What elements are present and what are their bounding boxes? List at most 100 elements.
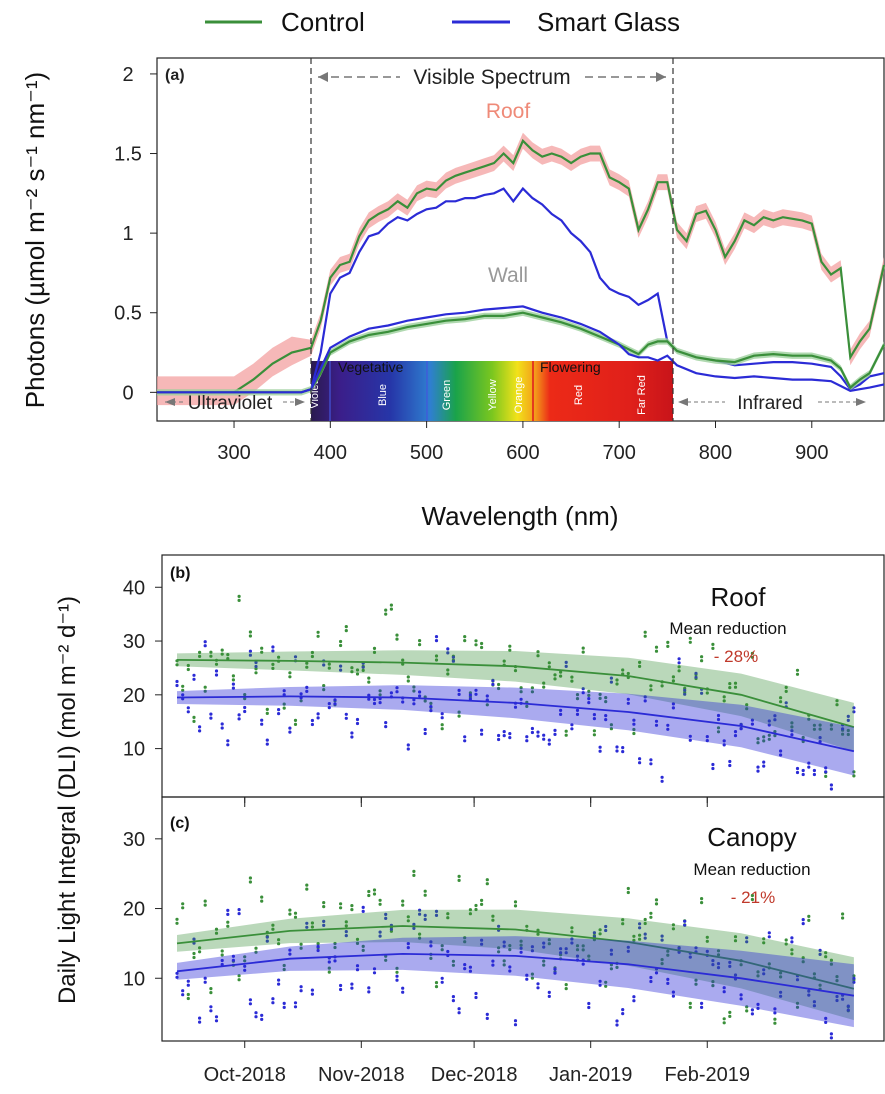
c-smart-point xyxy=(344,934,348,938)
b-smart-point xyxy=(231,682,235,686)
b-smart-point xyxy=(824,770,828,774)
b-smart-point xyxy=(829,787,834,791)
c-smart-point xyxy=(333,959,337,963)
b-control-point xyxy=(790,725,794,729)
panel-b-plot xyxy=(175,594,856,791)
c-smart-point xyxy=(412,926,416,931)
b-smart-point xyxy=(683,688,687,692)
c-smart-point xyxy=(621,1012,625,1016)
c-control-point xyxy=(305,887,309,891)
b-control-point xyxy=(203,685,207,689)
b-smart-point xyxy=(372,701,377,706)
c-smart-point xyxy=(745,936,749,940)
c-smart-point xyxy=(175,975,179,979)
c-control-point xyxy=(660,958,664,962)
b-control-point xyxy=(367,680,371,684)
c-control-point xyxy=(513,904,518,908)
c-control-point xyxy=(728,1010,732,1015)
c-smart-point xyxy=(339,987,343,992)
b-control-point xyxy=(192,715,196,720)
b-smart-point xyxy=(598,749,602,753)
c-smart-point xyxy=(175,971,179,975)
c-control-point xyxy=(547,942,551,946)
b-smart-point xyxy=(818,736,822,740)
b-control-point xyxy=(355,668,360,672)
b-control-point xyxy=(705,691,709,695)
flowering-label: Flowering xyxy=(540,359,601,375)
b-control-point xyxy=(254,671,258,675)
c-smart-point xyxy=(773,1007,777,1011)
b-control-point xyxy=(198,654,202,659)
c-smart-point xyxy=(705,949,709,954)
c-control-point xyxy=(829,962,834,966)
b-smart-point xyxy=(790,729,794,733)
c-control-point xyxy=(829,958,834,962)
b-smart-point xyxy=(773,718,777,722)
c-control-point xyxy=(762,941,766,945)
c-smart-point xyxy=(254,1015,258,1019)
c-control-point xyxy=(440,948,444,952)
c-control-point xyxy=(773,1017,777,1021)
b-control-point xyxy=(429,701,433,706)
b-smart-point xyxy=(643,699,647,703)
b-smart-point xyxy=(367,693,371,697)
c-control-point xyxy=(271,927,275,931)
c-smart-point xyxy=(502,940,506,944)
b-control-point xyxy=(226,653,230,657)
b-control-point xyxy=(361,668,365,673)
c-smart-point xyxy=(198,1016,202,1020)
c-control-point xyxy=(779,971,783,975)
c-control-point xyxy=(733,939,738,943)
c-control-point xyxy=(542,959,546,963)
c-smart-point xyxy=(530,949,535,953)
c-smart-point xyxy=(316,944,320,949)
b-control-point xyxy=(293,722,298,727)
b-smart-point xyxy=(705,735,709,739)
b-smart-point xyxy=(220,726,224,730)
b-control-point xyxy=(564,729,568,733)
b-smart-point xyxy=(277,712,281,716)
b-control-point xyxy=(654,649,659,653)
c-smart-point xyxy=(310,992,314,996)
b-smart-point xyxy=(418,690,422,694)
c-control-point xyxy=(457,874,461,879)
c-control-point xyxy=(485,878,489,882)
c-control-point xyxy=(175,921,179,925)
b-control-point xyxy=(423,699,427,703)
b-smart-point xyxy=(530,726,535,731)
c-control-point xyxy=(372,892,377,896)
c-control-point xyxy=(660,962,664,966)
c-control-point xyxy=(282,963,286,968)
c-smart-point xyxy=(683,919,687,923)
b-smart-point xyxy=(485,694,489,698)
c-smart-point xyxy=(451,999,455,1003)
b-smart-point xyxy=(226,743,230,747)
c-control-point xyxy=(418,936,422,940)
b-smart-point xyxy=(750,722,755,726)
b-smart-point xyxy=(756,769,760,773)
b-smart-point xyxy=(700,691,704,695)
time-xtick-label: Oct-2018 xyxy=(204,1064,286,1086)
c-control-point xyxy=(502,963,506,967)
c-control-point xyxy=(547,938,551,942)
c-control-point xyxy=(214,931,219,935)
c-control-point xyxy=(260,899,264,903)
b-control-point xyxy=(553,677,557,681)
c-smart-point xyxy=(406,946,410,950)
c-control-point xyxy=(508,944,512,948)
b-smart-point xyxy=(344,716,348,720)
panel-c: (c) Canopy Mean reduction - 21% 10 20 30 Oc… xyxy=(123,796,885,1086)
b-smart-point xyxy=(260,722,264,726)
c-smart-point xyxy=(209,1009,213,1013)
b-smart-point xyxy=(395,686,399,690)
c-smart-point xyxy=(248,1002,252,1006)
b-smart-point xyxy=(305,689,309,694)
b-smart-point xyxy=(491,682,495,687)
b-smart-point xyxy=(677,657,681,661)
panel-c-label: (c) xyxy=(170,815,190,832)
b-smart-point xyxy=(609,680,614,684)
b-smart-point xyxy=(841,727,845,731)
b-control-point xyxy=(226,657,230,661)
b-smart-point xyxy=(271,649,275,653)
c-smart-point xyxy=(401,990,405,994)
